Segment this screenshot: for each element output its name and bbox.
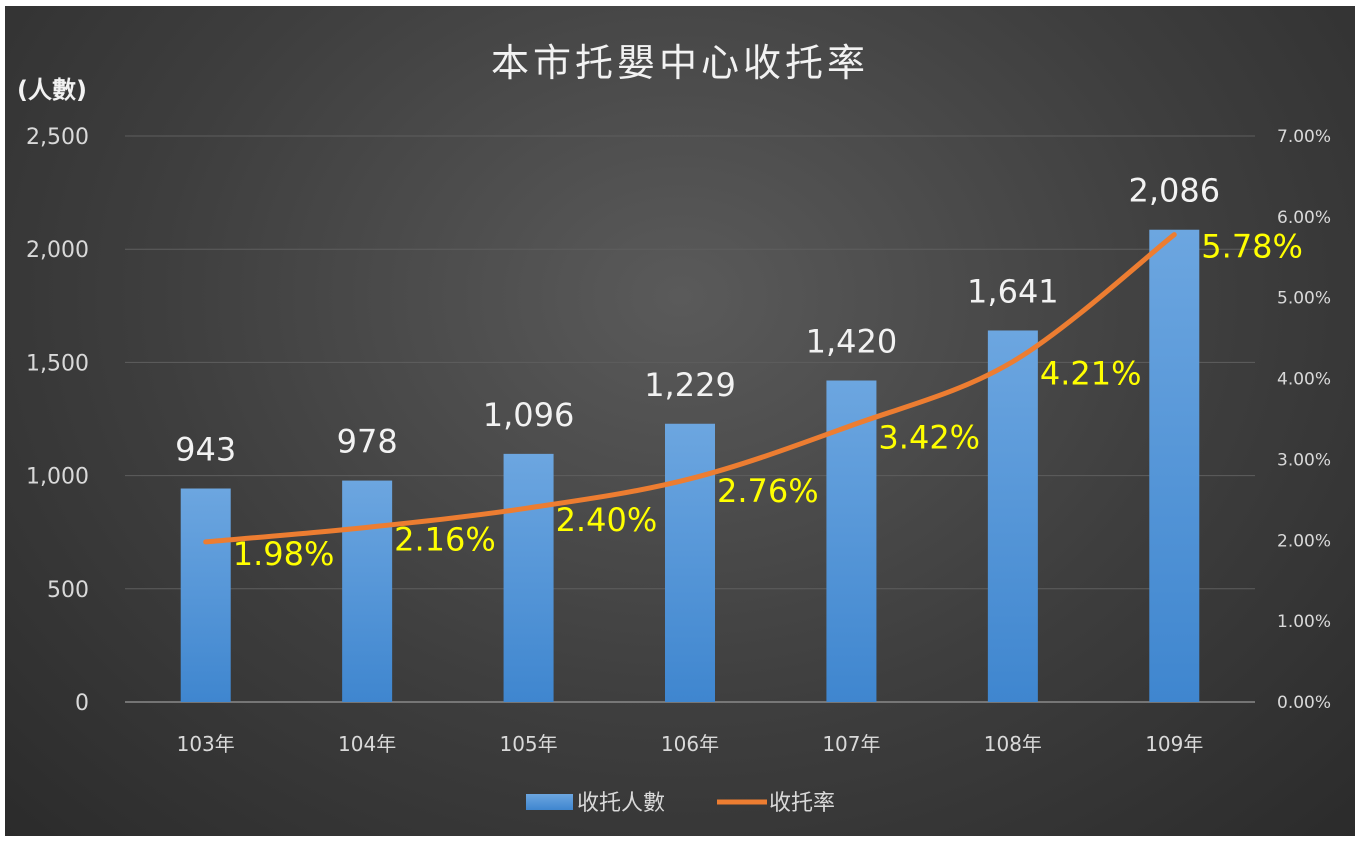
rate-line-path — [203, 232, 1177, 545]
y-left-unit-label: (人數) — [17, 76, 87, 104]
x-ticks: 103年 104年 105年 106年 107年 108年 109年 — [177, 732, 1204, 756]
bar — [180, 488, 231, 702]
y-left-tick-label: 0 — [75, 691, 89, 716]
rate-value-label: 4.21% — [1040, 355, 1142, 393]
x-tick-label: 107年 — [822, 732, 880, 756]
legend-swatch-bar — [526, 794, 573, 810]
y-right-tick-label: 5.00% — [1277, 289, 1331, 309]
x-tick-label: 106年 — [661, 732, 719, 756]
legend-label-bar: 收托人數 — [577, 791, 665, 816]
rate-value-labels: 1.98% 2.16% 2.40% 2.76% 3.42% 4.21% 5.78% — [233, 228, 1303, 573]
bar-value-label: 943 — [175, 431, 236, 469]
chart-title: 本市托嬰中心收托率 — [491, 41, 869, 85]
y-left-tick-label: 2,000 — [26, 238, 89, 263]
bar — [987, 330, 1038, 702]
x-tick-label: 104年 — [338, 732, 396, 756]
x-tick-label: 109年 — [1145, 732, 1203, 756]
bar-value-label: 978 — [337, 423, 398, 461]
bar — [342, 480, 393, 702]
rate-value-label: 3.42% — [878, 418, 980, 456]
rate-value-label: 2.76% — [717, 472, 819, 510]
bars — [180, 229, 1200, 702]
y-right-tick-label: 3.00% — [1277, 450, 1331, 470]
y-right-tick-label: 6.00% — [1277, 208, 1331, 228]
bar — [1149, 229, 1200, 702]
rate-value-label: 1.98% — [233, 535, 335, 573]
y-right-ticks: 0.00% 1.00% 2.00% 3.00% 4.00% 5.00% 6.00% 7.00% — [1277, 127, 1331, 713]
bar-value-label: 1,641 — [967, 272, 1059, 310]
y-left-tick-label: 1,000 — [26, 465, 89, 490]
x-tick-label: 108年 — [984, 732, 1042, 756]
x-tick-label: 105年 — [499, 732, 557, 756]
legend-label-line: 收托率 — [769, 791, 835, 816]
y-left-ticks: 0 500 1,000 1,500 2,000 2,500 — [26, 125, 89, 716]
y-right-tick-label: 0.00% — [1277, 693, 1331, 713]
y-right-tick-label: 4.00% — [1277, 370, 1331, 390]
rate-value-label: 2.16% — [394, 520, 496, 558]
bar-value-label: 2,086 — [1128, 172, 1220, 210]
x-tick-label: 103年 — [177, 732, 235, 756]
y-right-tick-label: 2.00% — [1277, 531, 1331, 551]
legend: 收托人數 收托率 — [526, 791, 835, 816]
bar — [665, 423, 715, 702]
chart-area: 本市托嬰中心收托率 (人數) 0 500 1,000 1,500 2,000 2,500 … — [5, 6, 1355, 836]
y-right-tick-label: 7.00% — [1277, 127, 1331, 147]
bar — [503, 453, 554, 702]
bar — [826, 380, 877, 702]
bar-value-label: 1,420 — [806, 323, 898, 361]
bar-value-labels: 943 978 1,096 1,229 1,420 1,641 2,086 — [175, 172, 1220, 469]
chart-svg: 本市托嬰中心收托率 (人數) 05001,0001,5002,0002,500 … — [17, 41, 1331, 816]
y-right-tick-label: 1.00% — [1277, 612, 1331, 632]
bar-value-label: 1,096 — [483, 396, 575, 434]
rate-value-label: 5.78% — [1201, 228, 1303, 266]
y-left-tick-label: 2,500 — [26, 125, 89, 150]
rate-line — [203, 232, 1177, 545]
y-left-tick-label: 500 — [47, 578, 89, 603]
bar-value-label: 1,229 — [644, 366, 736, 404]
rate-value-label: 2.40% — [556, 501, 658, 539]
y-left-tick-label: 1,500 — [26, 351, 89, 376]
